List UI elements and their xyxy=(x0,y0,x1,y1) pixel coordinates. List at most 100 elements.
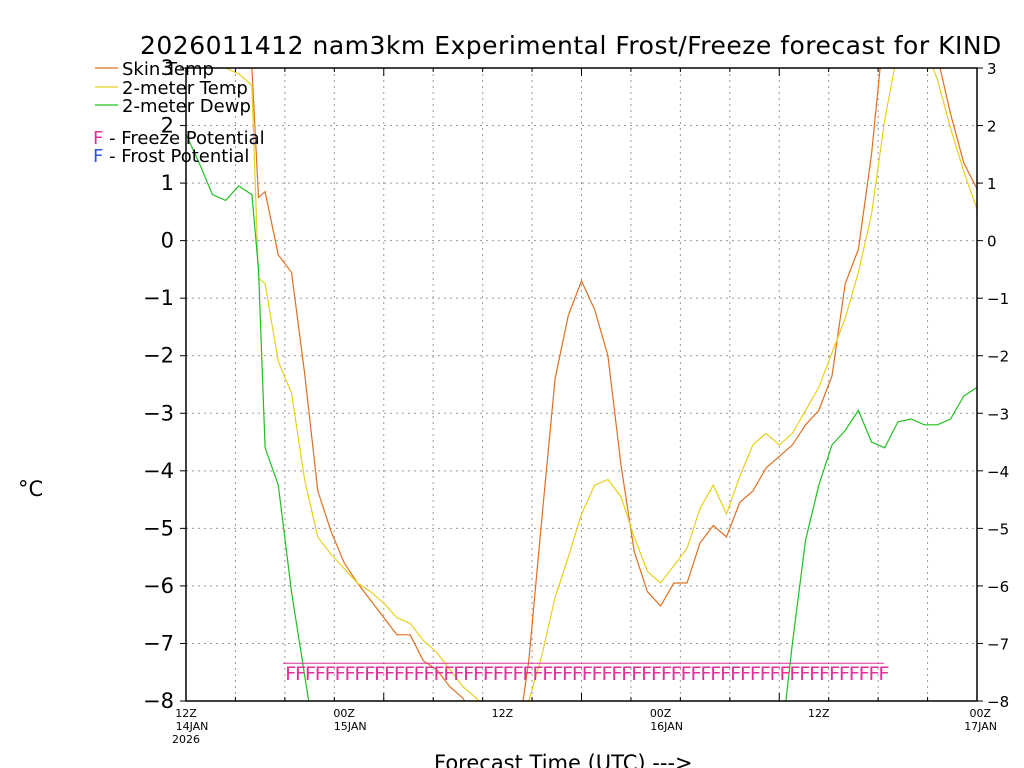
freeze-potential-flags: FFFFFFFFFFFFFFFFFFFFFFFFFFFFFFFFFFFFFFFF… xyxy=(282,662,890,685)
y-axis-label: °C xyxy=(18,477,43,501)
freeze-flag: F xyxy=(710,663,721,685)
y-tick-label-right: 0 xyxy=(987,233,997,251)
freeze-flag: F xyxy=(512,663,523,685)
freeze-flag: F xyxy=(690,663,701,685)
y-tick-label-right: −2 xyxy=(987,348,1009,366)
y-tick-label-left: −1 xyxy=(143,286,174,310)
freeze-flag: F xyxy=(759,663,770,685)
y-tick-label-right: −3 xyxy=(987,405,1009,423)
freeze-flag: F xyxy=(631,663,642,685)
series-layer xyxy=(186,68,977,701)
legend-frost-potential: F - Frost Potential xyxy=(93,146,249,167)
freeze-flag: F xyxy=(868,663,879,685)
x-tick-label: 12Z xyxy=(808,707,830,720)
y-tick-label-left: 2 xyxy=(161,114,174,138)
freeze-flag: F xyxy=(799,663,810,685)
legend-freeze-potential: F - Freeze Potential xyxy=(93,128,265,149)
freeze-flag: F xyxy=(750,663,761,685)
chart-title: 2026011412 nam3km Experimental Frost/Fre… xyxy=(140,31,1002,60)
freeze-flag: F xyxy=(384,663,395,685)
freeze-flag: F xyxy=(641,663,652,685)
axes: −8 −8 −7 −7 −6 −6 −5 −5 −4 −4 −3 −3 −2 −2 −1 −1 0 0 1 1 2 2 3 3… xyxy=(143,56,1009,746)
freeze-flag: F xyxy=(700,663,711,685)
legend-2m-temp: 2-meter Temp xyxy=(122,78,248,99)
y-tick-label-left: −2 xyxy=(143,344,174,368)
freeze-flag: F xyxy=(344,663,355,685)
x-tick-label: 00Z xyxy=(333,707,355,720)
freeze-flag: F xyxy=(324,663,335,685)
x-tick-label: 00Z xyxy=(650,707,672,720)
freeze-flag: F xyxy=(394,663,405,685)
freeze-flag: F xyxy=(740,663,751,685)
y-tick-label-left: −4 xyxy=(143,459,174,483)
y-tick-label-left: −6 xyxy=(143,574,174,598)
freeze-flag: F xyxy=(670,663,681,685)
freeze-flag: F xyxy=(443,663,454,685)
frost-potential-symbol: F xyxy=(93,146,103,167)
frost-potential-label: - Frost Potential xyxy=(103,146,249,167)
x-tick-label-date: 16JAN xyxy=(650,720,683,733)
freeze-flag: F xyxy=(848,663,859,685)
freeze-flag: F xyxy=(720,663,731,685)
y-tick-label-left: −3 xyxy=(143,401,174,425)
freeze-flag: F xyxy=(453,663,464,685)
freeze-flag: F xyxy=(493,663,504,685)
freeze-flag: F xyxy=(404,663,415,685)
freeze-flag: F xyxy=(552,663,563,685)
x-tick-label: 12Z xyxy=(175,707,197,720)
freeze-flag: F xyxy=(562,663,573,685)
x-tick-label-date: 14JAN xyxy=(176,720,209,733)
freeze-flag: F xyxy=(522,663,533,685)
y-tick-label-right: −4 xyxy=(987,463,1009,481)
y-tick-label-right: −8 xyxy=(987,693,1009,711)
y-tick-label-right: 1 xyxy=(987,175,997,193)
freeze-flag: F xyxy=(354,663,365,685)
legend-skin-temp: Skin Temp xyxy=(122,59,214,80)
series-line-2-meter-dewp xyxy=(186,133,977,701)
series-line-skin-temp xyxy=(237,68,977,701)
freeze-flag: F xyxy=(878,663,889,685)
y-tick-label-left: 1 xyxy=(161,171,174,195)
y-tick-label-right: −5 xyxy=(987,520,1009,538)
freeze-flag: F xyxy=(413,663,424,685)
freeze-flag: F xyxy=(285,663,296,685)
freeze-flag: F xyxy=(769,663,780,685)
freeze-flag: F xyxy=(789,663,800,685)
freeze-flag: F xyxy=(858,663,869,685)
freeze-flag: F xyxy=(542,663,553,685)
freeze-flag: F xyxy=(374,663,385,685)
freeze-flag: F xyxy=(463,663,474,685)
freeze-flag: F xyxy=(839,663,850,685)
x-tick-label-date: 17JAN xyxy=(964,720,997,733)
freeze-flag: F xyxy=(651,663,662,685)
freeze-flag: F xyxy=(730,663,741,685)
y-tick-label-left: 3 xyxy=(161,56,174,80)
freeze-flag: F xyxy=(829,663,840,685)
freeze-flag: F xyxy=(315,663,326,685)
freeze-flag: F xyxy=(532,663,543,685)
grid xyxy=(186,68,977,701)
y-tick-label-right: 2 xyxy=(987,118,997,136)
freeze-flag: F xyxy=(582,663,593,685)
freeze-flag: F xyxy=(502,663,513,685)
freeze-flag: F xyxy=(295,663,306,685)
freeze-flag: F xyxy=(591,663,602,685)
y-tick-label-left: −7 xyxy=(143,631,174,655)
y-tick-label-right: −6 xyxy=(987,578,1009,596)
freeze-flag: F xyxy=(819,663,830,685)
x-tick-label: 00Z xyxy=(969,707,991,720)
freeze-flag: F xyxy=(423,663,434,685)
y-tick-label-right: −1 xyxy=(987,290,1009,308)
freeze-flag: F xyxy=(473,663,484,685)
freeze-flag: F xyxy=(572,663,583,685)
legend-2m-dewp: 2-meter Dewp xyxy=(122,96,251,117)
freeze-flag: F xyxy=(809,663,820,685)
y-tick-label-left: −8 xyxy=(143,689,174,713)
y-tick-label-right: −7 xyxy=(987,635,1009,653)
x-tick-label-date: 15JAN xyxy=(334,720,367,733)
freeze-flag: F xyxy=(305,663,316,685)
y-tick-label-right: 3 xyxy=(987,60,997,78)
freeze-flag: F xyxy=(334,663,345,685)
freeze-potential-symbol: F xyxy=(93,128,103,149)
